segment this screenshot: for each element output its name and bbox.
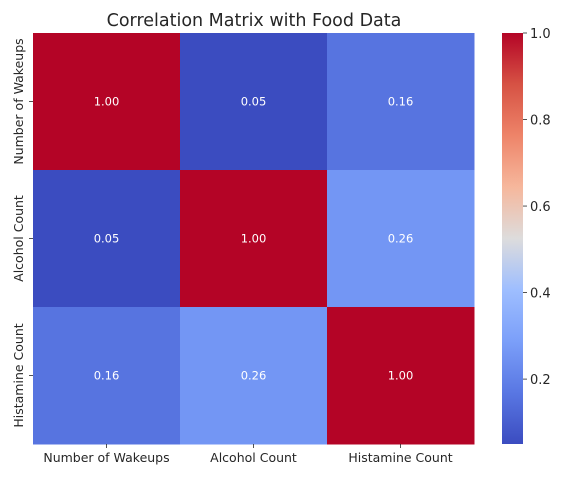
heatmap-cell — [33, 33, 181, 171]
heatmap-cell — [180, 170, 328, 308]
colorbar-tick-label: 0.2 — [530, 373, 551, 388]
cell-value-label: 0.16 — [388, 95, 414, 109]
cell-value-label: 0.05 — [94, 232, 120, 246]
cell-value-label: 1.00 — [241, 232, 267, 246]
heatmap-cell — [33, 307, 181, 445]
y-tick-label: Alcohol Count — [11, 195, 26, 282]
heatmap-cell — [327, 33, 475, 171]
colorbar-gradient — [502, 33, 523, 444]
cell-value-label: 1.00 — [94, 95, 120, 109]
x-axis: Number of Wakeups Alcohol Count Histamine … — [43, 444, 453, 465]
y-axis: Number of Wakeups Alcohol Count Histamine … — [11, 38, 33, 428]
cell-value-label: 0.26 — [388, 232, 414, 246]
x-tick-label: Alcohol Count — [210, 450, 297, 465]
colorbar-tick-label: 1.0 — [530, 27, 551, 42]
cell-value-label: 0.05 — [241, 95, 267, 109]
cell-value-label: 0.16 — [94, 369, 120, 383]
heatmap-cell — [180, 33, 328, 171]
cell-value-label: 1.00 — [388, 369, 414, 383]
heatmap-cells: 1.00 0.05 0.16 0.05 1.00 0.26 0.16 0.26 1.00 — [33, 33, 475, 445]
y-tick-label: Histamine Count — [11, 323, 26, 427]
heatmap-cell — [327, 307, 475, 445]
x-tick-label: Histamine Count — [348, 450, 452, 465]
colorbar: 0.2 0.4 0.6 0.8 1.0 — [502, 27, 551, 444]
colorbar-tick-label: 0.6 — [530, 200, 551, 215]
heatmap-cell — [33, 170, 181, 308]
colorbar-tick-label: 0.8 — [530, 114, 551, 129]
y-tick-label: Number of Wakeups — [11, 38, 26, 164]
cell-value-label: 0.26 — [241, 369, 267, 383]
x-tick-label: Number of Wakeups — [43, 450, 169, 465]
colorbar-tick-label: 0.4 — [530, 287, 551, 302]
heatmap-cell — [327, 170, 475, 308]
chart-title: Correlation Matrix with Food Data — [107, 11, 402, 31]
heatmap-cell — [180, 307, 328, 445]
